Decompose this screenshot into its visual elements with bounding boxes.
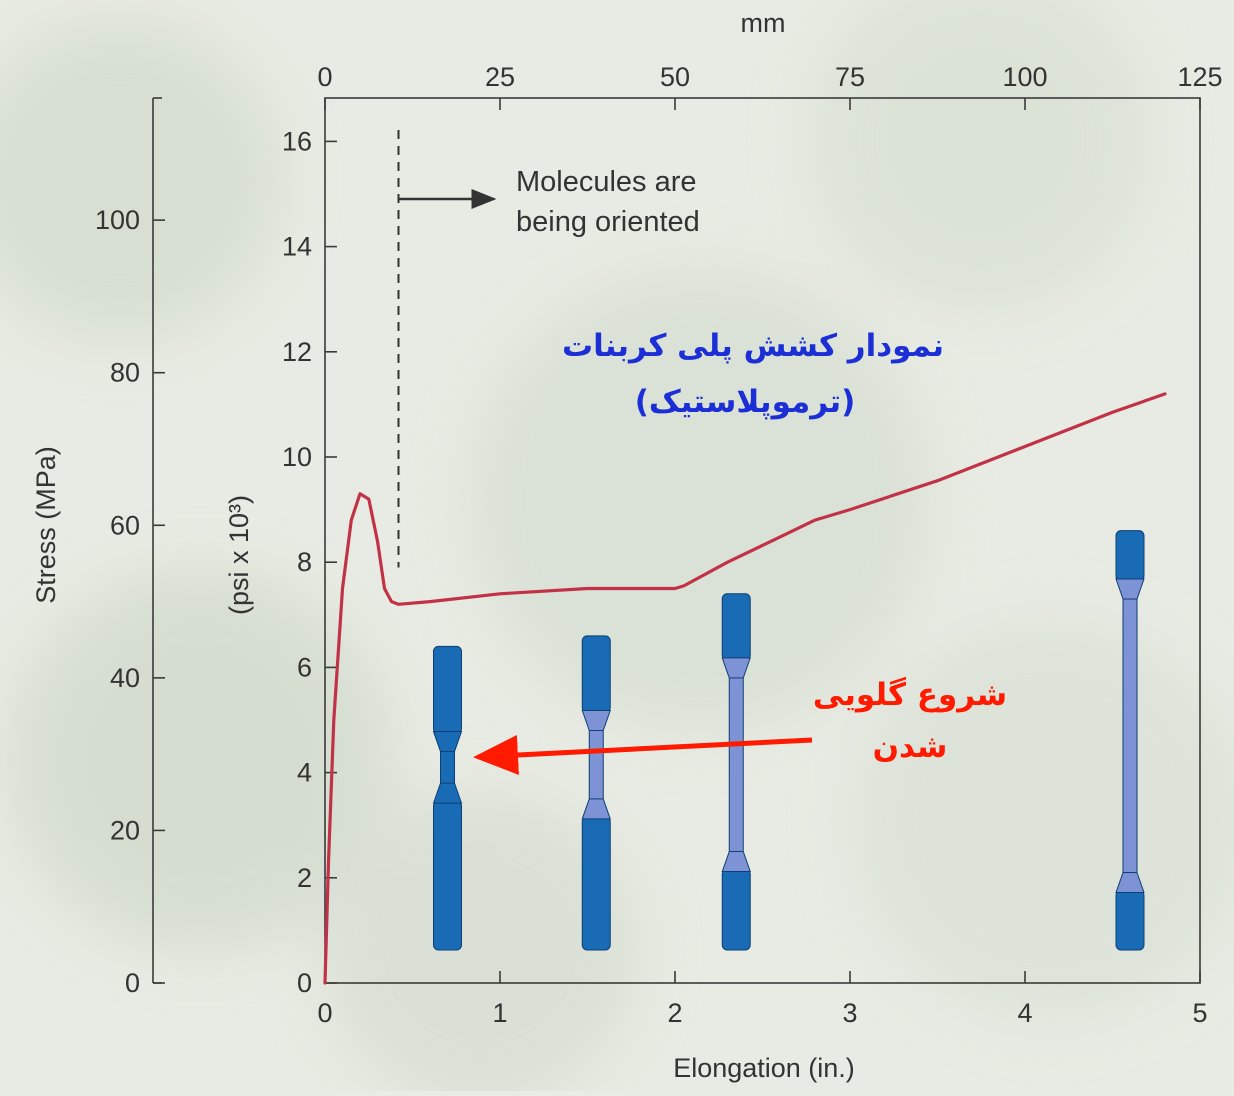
plot-border [324, 97, 1201, 984]
stress-curve [323, 392, 1167, 985]
specimen-grip-bottom [581, 816, 611, 951]
y-psi-tick-label: 4 [297, 758, 312, 788]
specimen-grip-bottom [1115, 890, 1145, 951]
axis-ticks: 0 1 2 3 4 50 25 50 75 100 125024681012141602040608… [95, 62, 1223, 1028]
specimen-gauge [721, 657, 751, 872]
y-mpa-tick-label: 20 [110, 815, 140, 845]
x-top-tick-label: 125 [1177, 62, 1222, 92]
x-tick-label: 4 [1017, 998, 1032, 1028]
specimen-grip-top [721, 593, 751, 661]
specimen-grip-bottom [433, 800, 462, 951]
y-axis-title-psi: (psi x 10³) [224, 495, 254, 615]
necking-label-line1: شروع گلویی [813, 676, 1007, 713]
x-top-tick-label: 0 [317, 62, 332, 92]
x-top-tick-label: 75 [835, 62, 865, 92]
orientation-text-line1: Molecules are [516, 166, 697, 198]
y-psi-tick-label: 0 [297, 968, 312, 998]
annotations [397, 130, 813, 775]
background-blob-1 [810, 0, 1150, 310]
specimen-3 [721, 593, 751, 951]
x-top-tick-label: 50 [660, 62, 690, 92]
y-psi-tick-label: 16 [282, 126, 312, 156]
specimen-grip-top [581, 635, 611, 714]
specimen-1 [432, 645, 463, 951]
x-axis-title: Elongation (in.) [673, 1053, 855, 1083]
necking-label-line2: شدن [873, 729, 948, 765]
specimen-grip-top [433, 645, 462, 735]
orientation-text-line2: being oriented [516, 206, 700, 238]
x-tick-label: 0 [317, 998, 332, 1028]
y-axis-title-mpa: Stress (MPa) [31, 446, 61, 604]
x-top-axis-title: mm [741, 8, 786, 38]
x-tick-label: 1 [492, 998, 507, 1028]
y-psi-tick-label: 12 [282, 337, 312, 367]
x-tick-label: 2 [667, 998, 682, 1028]
curve-layer [323, 392, 1167, 985]
specimen-grip-bottom [721, 869, 751, 951]
specimen-2 [581, 635, 611, 951]
background-blob-0 [0, 20, 280, 340]
background-blob-5 [320, 790, 640, 1096]
chart-title-fa-line2: (ترموپلاستیک) [635, 384, 856, 420]
chart-title-fa-line1: نمودار کشش پلی کربنات [562, 328, 944, 364]
y-mpa-tick-label: 80 [110, 358, 140, 388]
specimens [432, 530, 1145, 951]
y-mpa-tick-label: 60 [110, 510, 140, 540]
y-psi-tick-label: 6 [297, 652, 312, 682]
necking-arrow [473, 734, 813, 775]
x-top-tick-label: 100 [1002, 62, 1047, 92]
y-mpa-tick-label: 100 [95, 205, 140, 235]
y-psi-tick-label: 14 [282, 232, 312, 262]
x-tick-label: 5 [1192, 998, 1207, 1028]
specimen-gauge [1115, 578, 1145, 894]
y-psi-tick-label: 8 [297, 547, 312, 577]
y-psi-tick-label: 2 [297, 863, 312, 893]
specimen-4 [1115, 530, 1145, 951]
y-mpa-tick-label: 40 [110, 663, 140, 693]
background-blob-3 [10, 570, 390, 950]
x-top-tick-label: 25 [485, 62, 515, 92]
specimen-grip-top [1115, 530, 1145, 582]
y-psi-tick-label: 10 [282, 442, 312, 472]
background-blob-2 [470, 270, 930, 730]
specimen-gauge [432, 731, 463, 804]
x-tick-label: 3 [842, 998, 857, 1028]
y-mpa-tick-label: 0 [125, 968, 140, 998]
